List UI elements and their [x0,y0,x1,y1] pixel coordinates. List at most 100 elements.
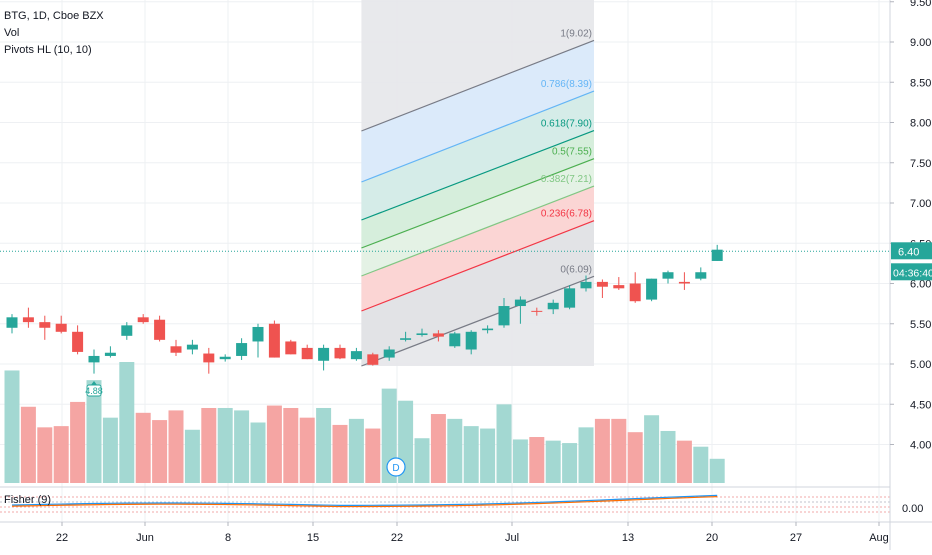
candle-body [596,281,608,287]
price-tick-label: 9.00 [910,37,931,49]
volume-bar [152,420,168,483]
volume-bar [217,407,233,483]
candle-body [6,317,18,328]
fib-level-line [361,275,595,367]
candle-body [285,341,297,355]
dividend-circle [386,457,406,477]
time-tick-label: 22 [56,532,68,544]
candle-body [219,356,231,360]
last-price-text: 6.40 [898,246,919,258]
candle-body [580,281,592,289]
price-tick-label: 6.00 [910,279,931,291]
price-tick-label: 8.00 [910,118,931,130]
candle-body [137,317,149,323]
volume-bar [414,438,430,483]
pivot-arrow [91,381,97,385]
volume-bar [316,407,332,483]
fib-level-line [361,220,595,312]
volume-bar [594,418,610,483]
price-axis: 9.509.008.508.007.507.006.506.005.505.00… [889,0,932,550]
volume-bar [644,415,660,483]
time-axis: 22 Jun 8 15 22 Jul 13 20 27 Aug [56,522,889,544]
candle-body [39,322,51,328]
fisher-trigger-line [11,496,718,508]
volume-bar [463,426,479,483]
volume-bar [545,440,561,483]
symbol-title[interactable]: BTG, 1D, Cboe BZX [4,10,104,22]
volume-bar [299,417,315,483]
candle-body [55,323,67,332]
fib-band [361,158,594,276]
volume-bar [562,443,578,483]
candle-body [72,331,84,352]
candle-body [88,355,100,363]
fib-band-top [361,40,594,182]
time-tick-label: 20 [706,532,718,544]
candle-body [531,310,543,312]
time-tick-label: 8 [225,532,231,544]
candle-body [318,347,330,361]
candle-body [186,344,198,350]
dividend-letter: D [392,463,399,474]
volume-bar [529,437,545,483]
volume-bar [578,427,594,483]
volume-bar [283,407,299,483]
candle-body [711,249,723,261]
volume-bar [512,439,528,483]
dividend-marker: D [386,457,406,477]
volume-bar [480,428,496,483]
price-tick-label: 4.00 [910,440,931,452]
volume-bar [135,412,151,483]
volume-bar [676,440,692,483]
candle-body [662,272,674,279]
fib-fan: 1(9.02) 0.786(8.39) 0.618(7.90) 0.5(7.55) 0.… [361,0,595,367]
volume-bar [53,426,69,483]
pivot-low-marker: 4.88 [85,381,103,397]
candle-body [547,302,559,310]
volume-indicator-label[interactable]: Vol [4,27,20,39]
candle-body [268,323,280,358]
candle-body [416,333,428,336]
volume-bar [447,418,463,483]
candles [6,244,723,374]
candle-body [629,283,641,302]
time-tick-label: Jun [136,532,154,544]
price-tick-label: 4.50 [910,399,931,411]
pivots-indicator-label[interactable]: Pivots HL (10, 10) [4,44,92,56]
volume-bar [250,422,266,483]
volume-bar [365,428,381,483]
volume-bar [37,427,53,483]
fib-band [361,220,594,366]
fib-level-label: 0.5(7.55) [552,147,592,158]
candle-body [22,317,34,323]
fib-level-line [361,90,595,183]
volume-bar [168,410,184,483]
volume-bar [348,418,364,483]
volume-bar [627,432,643,483]
fib-band [361,130,594,248]
countdown-text: 04:36:40 [893,267,932,279]
candle-body [449,333,461,347]
candle-body [383,349,395,358]
fib-level-label: 0.382(7.21) [541,174,592,185]
fib-level-label: 0.786(8.39) [541,79,592,90]
volume-bar [611,418,627,483]
time-tick-label: 15 [307,532,319,544]
candle-body [646,278,658,300]
last-price-badge [891,242,932,260]
chart-legend: BTG, 1D, Cboe BZX Vol Pivots HL (10, 10) [4,8,104,59]
fib-level-line [361,185,595,277]
candle-body [400,338,412,340]
candle-body [236,343,248,356]
volume-bar [693,446,709,483]
time-tick-label: 22 [391,532,403,544]
volume-bar [86,380,102,483]
volume-bar [4,370,20,483]
price-tick-label: 8.50 [910,77,931,89]
candle-body [367,354,379,365]
fisher-indicator-label[interactable]: Fisher (9) [4,494,52,506]
fib-band [361,91,594,220]
volume-bar [20,406,36,483]
